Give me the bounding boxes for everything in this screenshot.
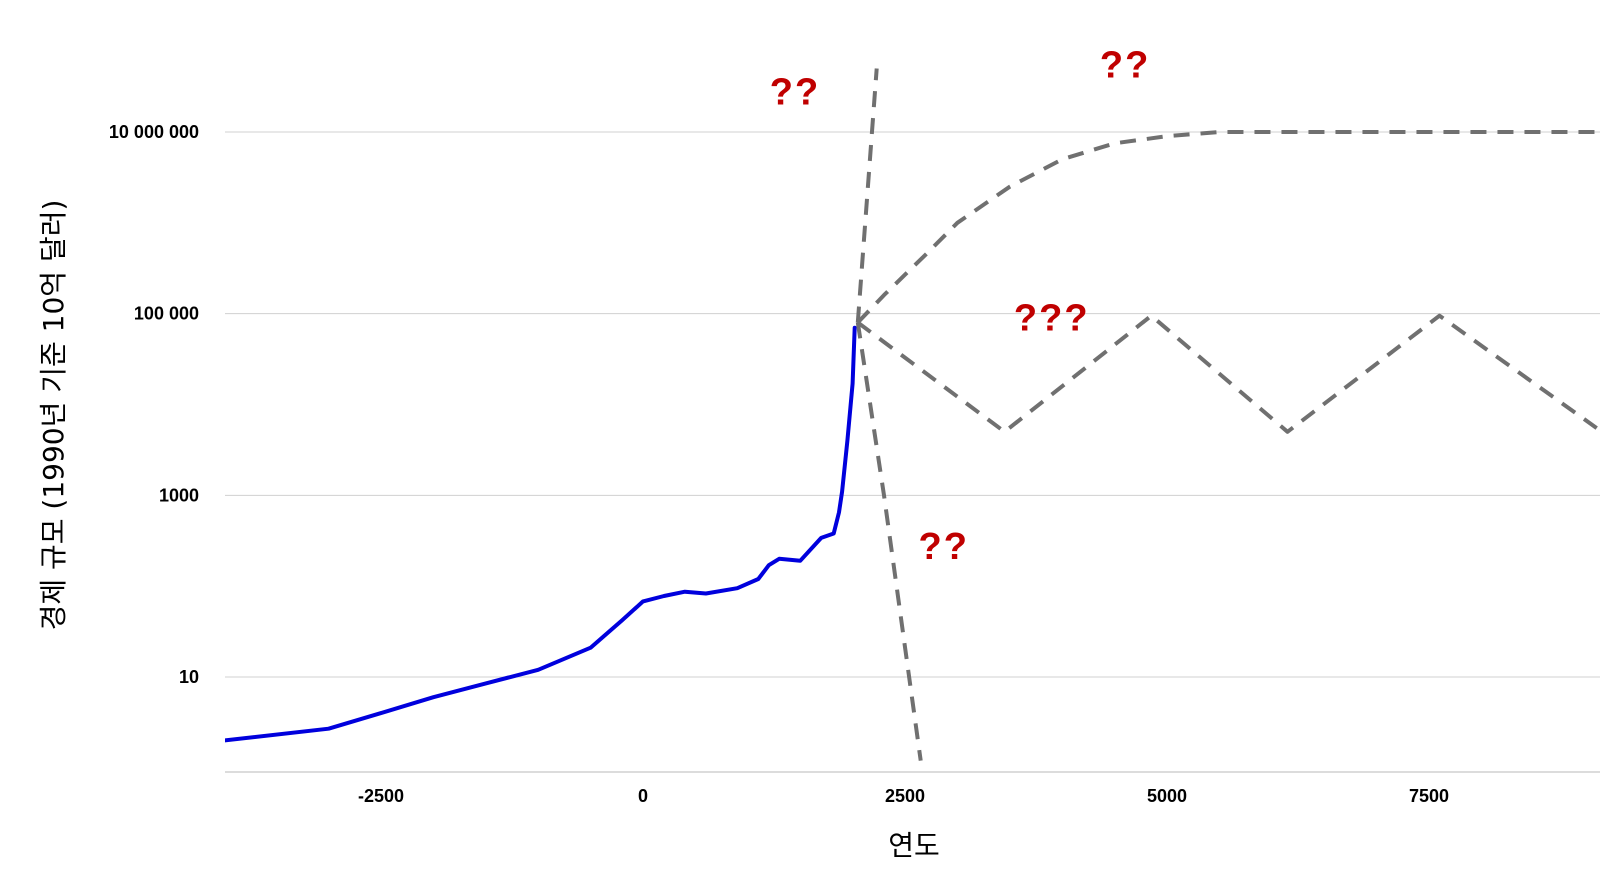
grid-layer xyxy=(225,131,1600,773)
series-line-scenario-cycles xyxy=(856,313,1598,434)
series-layer xyxy=(225,68,1598,761)
series-line-scenario-collapse xyxy=(855,322,923,761)
x-tick-label: 7500 xyxy=(1409,786,1449,806)
question-mark-annotation: ??? xyxy=(1014,298,1090,340)
series-line-scenario-plateau xyxy=(856,130,1597,324)
question-mark-annotation: ?? xyxy=(919,526,969,568)
label-layer: 10 1000 100 000 10 000 000 -2500 0 2500 5000 750… xyxy=(109,122,1449,806)
y-tick-label: 1000 xyxy=(159,485,199,505)
x-tick-label: 5000 xyxy=(1147,786,1187,806)
y-tick-label: 100 000 xyxy=(134,304,199,324)
y-axis-title: 경제 규모 (1990년 기준 10억 달러) xyxy=(37,200,70,631)
x-axis-title: 연도 xyxy=(888,829,940,862)
series-line-historical xyxy=(225,325,857,743)
question-mark-annotation: ?? xyxy=(770,72,820,114)
y-tick-label: 10 000 000 xyxy=(109,122,199,142)
question-mark-annotation: ?? xyxy=(1100,44,1150,86)
annotation-layer: ????????? xyxy=(770,44,1150,568)
series-line-scenario-explosive-growth xyxy=(855,68,879,323)
x-tick-label: -2500 xyxy=(358,786,404,806)
x-tick-label: 2500 xyxy=(885,786,925,806)
y-tick-label: 10 xyxy=(179,667,199,687)
x-tick-label: 0 xyxy=(638,786,648,806)
